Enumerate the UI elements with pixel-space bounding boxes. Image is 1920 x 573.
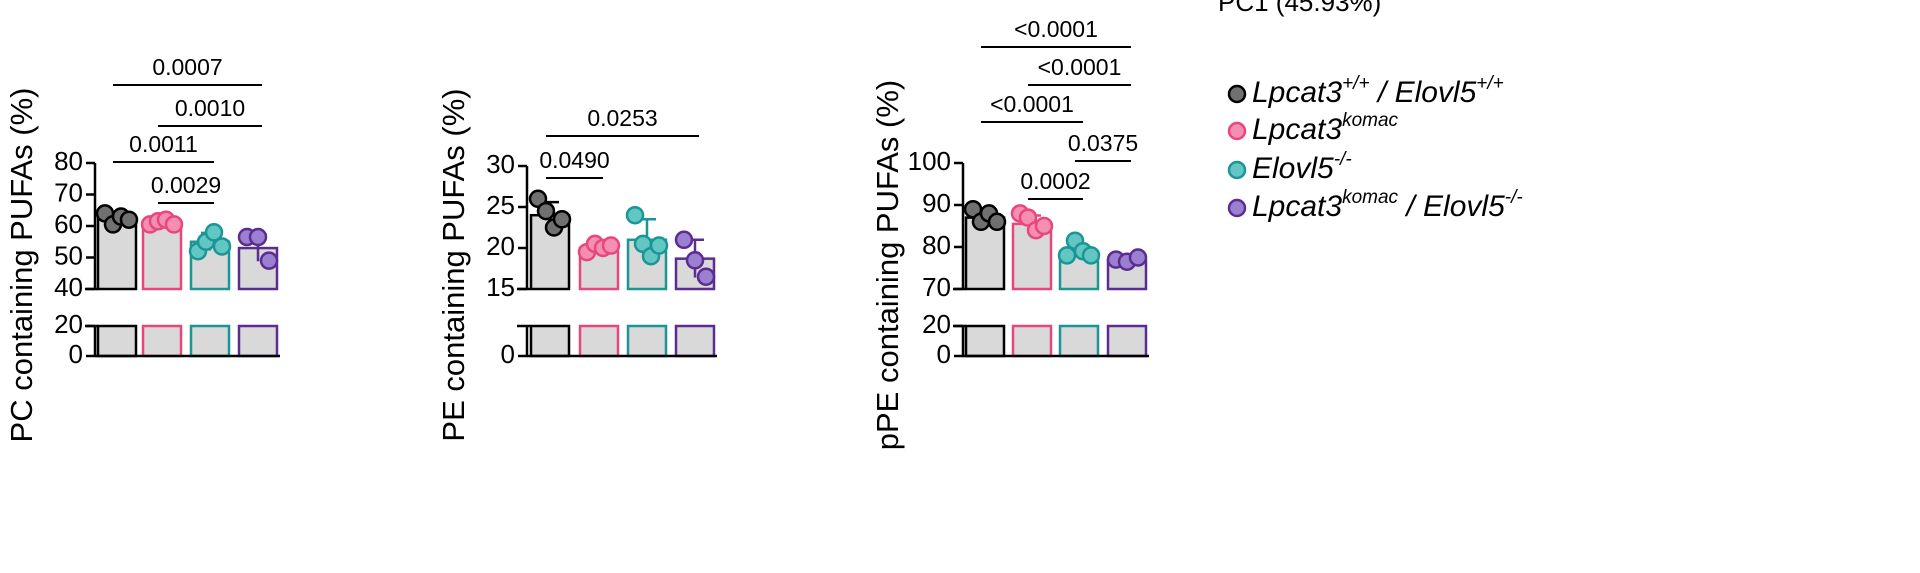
data-point — [987, 212, 1007, 232]
y-axis-label: pPE containing PUFAs (%) — [870, 80, 905, 450]
bar-lower — [529, 324, 571, 358]
data-point — [164, 215, 184, 234]
data-point — [204, 223, 224, 242]
clipped-header: PC1 (45.93%) — [1218, 0, 1381, 17]
legend-text-part: Lpcat3 — [1252, 76, 1342, 109]
data-point — [625, 205, 645, 225]
p-value: 0.0010 — [175, 95, 245, 121]
legend-marker — [1227, 160, 1247, 180]
y-tick-label: 90 — [922, 188, 951, 218]
legend-text-part: -/- — [1505, 187, 1523, 208]
data-point — [674, 230, 694, 250]
data-point — [1034, 216, 1054, 236]
data-point — [552, 210, 572, 229]
y-tick-label: 80 — [922, 230, 951, 260]
legend-text-part: +/+ — [1342, 73, 1369, 94]
y-tick-label: 0 — [937, 339, 951, 369]
data-point — [536, 201, 556, 221]
y-tick-label: 60 — [54, 209, 83, 239]
y-tick-label: 80 — [54, 146, 83, 176]
p-value: <0.0001 — [1014, 16, 1098, 42]
legend-marker — [1227, 84, 1247, 104]
legend-text-part: Elovl5 — [1252, 152, 1334, 185]
p-value: <0.0001 — [990, 91, 1074, 117]
data-point — [248, 227, 268, 247]
bar-lower — [674, 324, 716, 358]
y-tick-label: 20 — [54, 309, 83, 339]
data-point — [696, 267, 716, 286]
legend-label: Lpcat3komac — [1252, 110, 1399, 146]
bar-lower — [96, 324, 138, 358]
y-tick-label: 40 — [54, 272, 83, 302]
bar-upper — [141, 221, 183, 291]
bar-lower — [1011, 324, 1053, 358]
y-tick-label: 15 — [486, 272, 515, 302]
y-tick-label: 20 — [922, 309, 951, 339]
legend-text-part: -/- — [1334, 149, 1352, 170]
bar-lower — [626, 324, 668, 358]
data-point — [119, 210, 139, 229]
data-point — [685, 251, 705, 270]
y-axis-label: PC containing PUFAs (%) — [4, 88, 39, 443]
bar-lower — [141, 324, 183, 358]
p-value: 0.0002 — [1020, 168, 1090, 194]
legend-label: Lpcat3komac / Elovl5-/- — [1252, 187, 1523, 223]
y-tick-label: 25 — [486, 190, 515, 220]
data-point — [1128, 248, 1148, 267]
data-point — [1081, 246, 1101, 265]
bar-lower — [578, 324, 620, 358]
legend-text-part: +/+ — [1476, 73, 1503, 94]
p-value: 0.0011 — [129, 131, 198, 157]
bar-lower — [1106, 324, 1148, 358]
y-tick-label: 0 — [69, 339, 83, 369]
y-tick-label: 20 — [486, 231, 515, 261]
legend-text-part: Lpcat3 — [1252, 113, 1342, 146]
data-point — [649, 236, 669, 255]
y-tick-label: 0 — [501, 339, 515, 369]
bar-lower — [237, 324, 279, 358]
legend-label: Elovl5-/- — [1252, 149, 1352, 185]
bar-lower — [189, 324, 231, 358]
y-tick-label: 30 — [486, 149, 515, 179]
y-tick-label: 100 — [908, 146, 951, 176]
p-value: 0.0029 — [151, 172, 221, 198]
y-tick-label: 50 — [54, 240, 83, 270]
data-point — [259, 251, 279, 270]
data-point — [212, 237, 232, 256]
p-value: 0.0007 — [152, 54, 222, 80]
y-axis-label: PE containing PUFAs (%) — [436, 88, 471, 441]
p-value: 0.0253 — [587, 105, 657, 131]
legend-marker — [1227, 198, 1247, 218]
data-point — [601, 236, 621, 255]
legend-text-part: / Elovl5 — [1398, 190, 1505, 223]
legend-text-part: komac — [1342, 110, 1398, 131]
bar-lower — [964, 324, 1006, 358]
p-value: 0.0490 — [539, 147, 609, 173]
p-value: <0.0001 — [1038, 54, 1122, 80]
bar-lower — [1058, 324, 1100, 358]
y-tick-label: 70 — [922, 272, 951, 302]
data-point — [1057, 246, 1077, 265]
legend-marker — [1227, 121, 1247, 141]
legend-text-part: komac — [1342, 187, 1398, 208]
legend-label: Lpcat3+/+ / Elovl5+/+ — [1252, 73, 1504, 109]
legend-text-part: / Elovl5 — [1370, 76, 1477, 109]
p-value: 0.0375 — [1068, 130, 1138, 156]
y-tick-label: 70 — [54, 177, 83, 207]
legend-text-part: Lpcat3 — [1252, 190, 1342, 223]
